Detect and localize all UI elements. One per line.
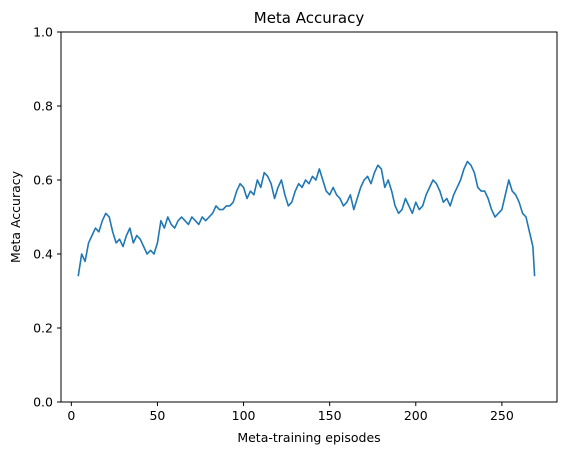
plot-frame: [60, 31, 558, 403]
y-tick-label: 0.8: [33, 99, 53, 114]
x-tick-label: 100: [232, 408, 256, 423]
plot-area: [77, 160, 536, 277]
x-tick-label: 150: [318, 408, 342, 423]
x-tick-label: 250: [490, 408, 514, 423]
x-tick-label: 50: [149, 408, 165, 423]
x-axis-label: Meta-training episodes: [237, 430, 380, 445]
x-tick-label: 200: [404, 408, 428, 423]
y-axis-label: Meta Accuracy: [8, 170, 23, 263]
y-tick-label: 0.4: [33, 247, 53, 262]
y-axis: 0.0 0.2 0.4 0.6 0.8 1.0: [33, 25, 61, 410]
y-tick-label: 0.0: [33, 395, 53, 410]
y-tick-label: 1.0: [33, 25, 53, 40]
data-line: [77, 160, 536, 277]
y-tick-label: 0.6: [33, 173, 53, 188]
chart-title: Meta Accuracy: [254, 9, 365, 27]
x-tick-label: 0: [67, 408, 75, 423]
x-axis: 0 50 100 150 200 250: [67, 402, 514, 423]
y-tick-label: 0.2: [33, 321, 53, 336]
